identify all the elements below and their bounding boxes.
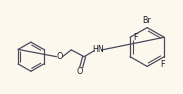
- Text: F: F: [133, 33, 138, 42]
- Text: Br: Br: [143, 16, 152, 25]
- Text: O: O: [56, 52, 63, 61]
- Text: HN: HN: [92, 45, 104, 54]
- Text: F: F: [160, 60, 165, 69]
- Text: O: O: [77, 67, 83, 76]
